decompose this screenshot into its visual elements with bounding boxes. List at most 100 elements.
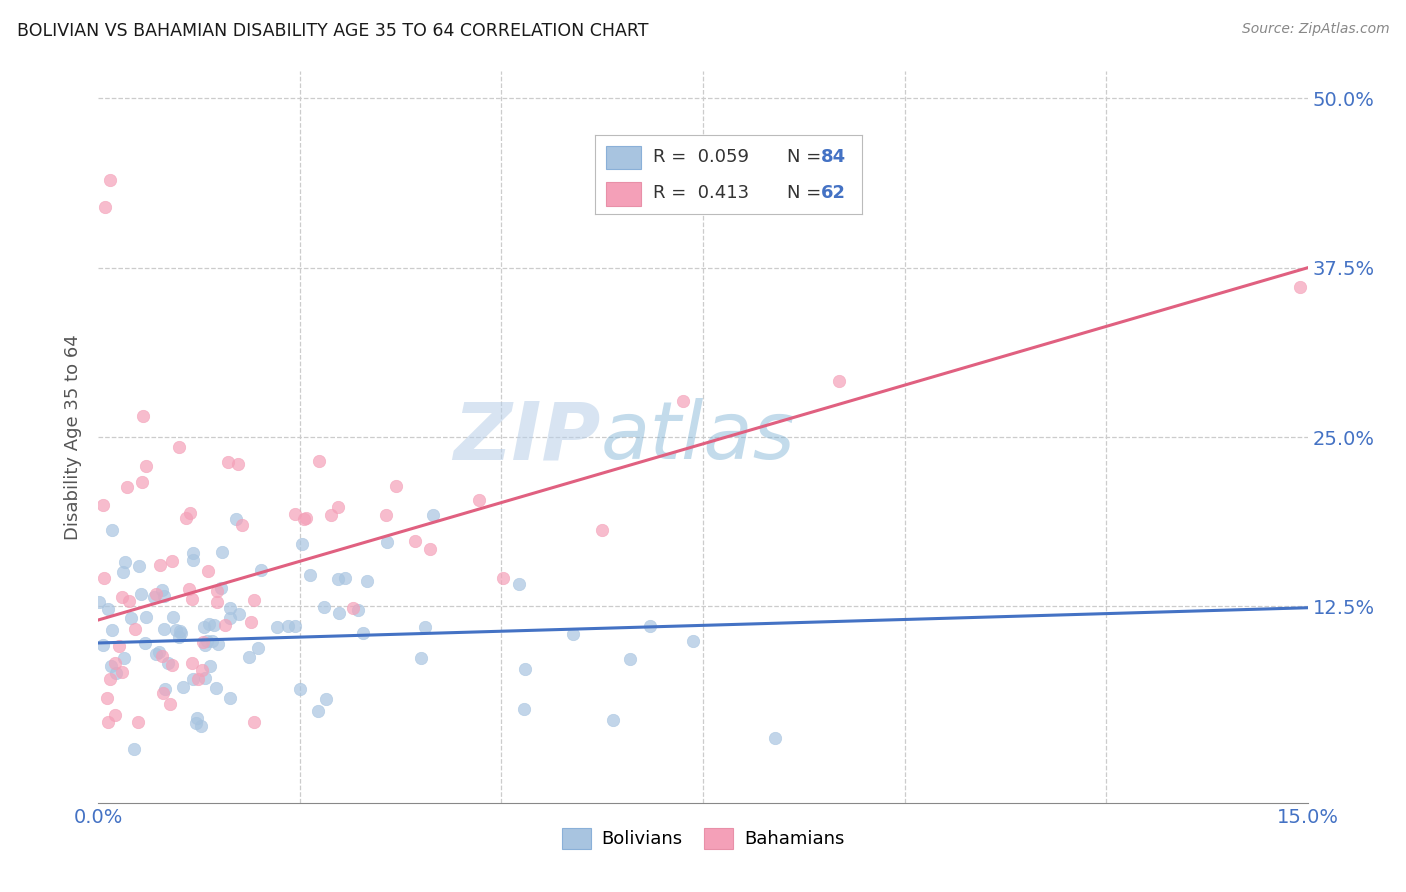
Point	[165, 623, 187, 637]
Point	[492, 571, 515, 585]
Point	[672, 393, 695, 408]
Point	[205, 595, 228, 609]
Point	[156, 657, 179, 671]
Point	[219, 611, 242, 625]
Point	[277, 619, 299, 633]
Point	[225, 512, 247, 526]
Point	[562, 627, 585, 641]
Point	[153, 622, 176, 636]
Point	[288, 682, 311, 697]
Point	[100, 659, 122, 673]
Point	[243, 592, 266, 607]
Point	[183, 553, 205, 567]
Point	[111, 591, 134, 605]
Point	[190, 719, 212, 733]
Point	[111, 665, 134, 679]
Point	[197, 564, 219, 578]
Point	[112, 565, 135, 579]
Point	[155, 682, 177, 697]
Point	[127, 714, 149, 729]
Point	[682, 633, 704, 648]
Point	[148, 645, 170, 659]
Point	[193, 620, 215, 634]
Point	[160, 554, 183, 568]
Point	[108, 640, 131, 654]
Point	[200, 658, 222, 673]
Point	[98, 672, 121, 686]
Point	[128, 559, 150, 574]
Point	[134, 636, 156, 650]
Point	[238, 650, 260, 665]
Point	[96, 691, 118, 706]
Point	[97, 602, 120, 616]
Point	[211, 545, 233, 559]
Text: N =: N =	[787, 148, 828, 166]
Point	[91, 498, 114, 512]
Point	[169, 624, 191, 638]
Legend: Bolivians, Bahamians: Bolivians, Bahamians	[554, 821, 852, 856]
Point	[328, 606, 350, 620]
Text: R =  0.059: R = 0.059	[652, 148, 748, 166]
Point	[328, 500, 350, 514]
Point	[384, 479, 406, 493]
Point	[101, 624, 124, 638]
Point	[201, 633, 224, 648]
Point	[307, 704, 329, 718]
Y-axis label: Disability Age 35 to 64: Disability Age 35 to 64	[65, 334, 83, 540]
Point	[112, 650, 135, 665]
Point	[411, 651, 433, 665]
Point	[205, 681, 228, 696]
Point	[413, 620, 436, 634]
Point	[468, 492, 491, 507]
Text: Source: ZipAtlas.com: Source: ZipAtlas.com	[1241, 22, 1389, 37]
Point	[250, 563, 273, 577]
Point	[326, 572, 349, 586]
Point	[104, 707, 127, 722]
Point	[181, 546, 204, 560]
Text: N =: N =	[787, 184, 828, 202]
Point	[315, 691, 337, 706]
Point	[104, 656, 127, 670]
Point	[404, 533, 426, 548]
Point	[153, 590, 176, 604]
Point	[291, 537, 314, 551]
Point	[120, 610, 142, 624]
Point	[172, 681, 194, 695]
Point	[619, 652, 641, 666]
Point	[186, 711, 208, 725]
Point	[298, 568, 321, 582]
Point	[167, 630, 190, 644]
Point	[342, 601, 364, 615]
Point	[209, 581, 232, 595]
Point	[214, 618, 236, 632]
Point	[118, 593, 141, 607]
Text: R =  0.413: R = 0.413	[652, 184, 749, 202]
Point	[295, 511, 318, 525]
Point	[145, 587, 167, 601]
Point	[191, 663, 214, 677]
Point	[114, 555, 136, 569]
Point	[179, 506, 201, 520]
Point	[93, 571, 115, 585]
Point	[218, 601, 240, 615]
Point	[150, 648, 173, 663]
Point	[177, 582, 200, 596]
Point	[167, 440, 190, 454]
Point	[352, 625, 374, 640]
Text: 62: 62	[821, 184, 846, 202]
Point	[194, 671, 217, 685]
Point	[183, 672, 205, 686]
Point	[333, 570, 356, 584]
Point	[98, 172, 121, 186]
Point	[239, 615, 262, 629]
Point	[1288, 279, 1310, 293]
Point	[93, 200, 115, 214]
Text: atlas: atlas	[600, 398, 794, 476]
Point	[284, 508, 307, 522]
Point	[217, 455, 239, 469]
Point	[122, 741, 145, 756]
Point	[513, 662, 536, 676]
Point	[231, 517, 253, 532]
Point	[228, 607, 250, 621]
Point	[115, 480, 138, 494]
